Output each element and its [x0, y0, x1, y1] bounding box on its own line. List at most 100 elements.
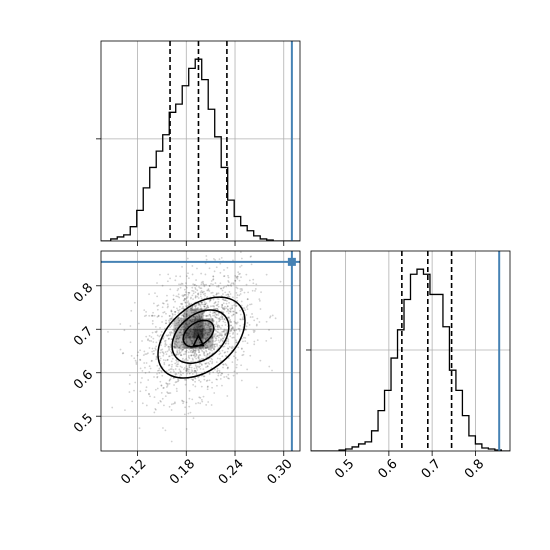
sample-point [172, 377, 175, 380]
sample-point [235, 363, 238, 366]
sample-point [230, 321, 232, 324]
sample-point [184, 285, 187, 288]
sample-point [168, 355, 170, 358]
sample-point [222, 340, 224, 343]
sample-point [192, 283, 195, 286]
sample-point [204, 329, 206, 332]
sample-point [209, 305, 212, 308]
sample-point [162, 351, 165, 354]
sample-point [223, 299, 225, 302]
sample-point [177, 360, 180, 363]
y-tick-label: 0.7 [71, 324, 96, 349]
sample-point [202, 348, 205, 351]
sample-point [242, 353, 245, 356]
sample-point [199, 303, 202, 306]
sample-point [170, 317, 173, 320]
sample-point [177, 312, 180, 314]
sample-point [206, 346, 209, 348]
grid [96, 41, 300, 241]
sample-point [224, 363, 227, 365]
sample-point [226, 305, 229, 308]
sample-point [179, 317, 182, 319]
sample-point [218, 345, 221, 347]
sample-point [167, 305, 169, 308]
sample-point [208, 331, 211, 334]
sample-point [209, 327, 211, 330]
sample-point [163, 361, 166, 364]
sample-point [221, 298, 224, 301]
sample-point [215, 339, 218, 342]
sample-point [201, 312, 204, 315]
sample-point [145, 314, 148, 317]
sample-point [206, 353, 209, 356]
sample-point [139, 359, 142, 361]
sample-point [176, 341, 179, 344]
sample-point [161, 321, 163, 323]
sample-point [235, 275, 238, 278]
sample-point [197, 355, 200, 357]
sample-point [124, 409, 126, 412]
sample-point [172, 328, 174, 331]
sample-point [224, 342, 227, 345]
sample-point [189, 339, 192, 342]
sample-point [239, 309, 241, 312]
sample-point [204, 303, 207, 306]
sample-point [179, 328, 182, 331]
sample-point [149, 367, 152, 370]
sample-point [191, 398, 194, 401]
sample-point [194, 369, 196, 372]
sample-point [197, 293, 200, 296]
sample-point [213, 347, 216, 350]
x-tick-label: 0.24 [216, 457, 247, 488]
sample-point [223, 275, 226, 277]
sample-point [246, 304, 249, 307]
sample-point [199, 361, 202, 364]
sample-point [210, 327, 213, 330]
sample-point [190, 307, 192, 310]
density-cell [203, 338, 214, 349]
sample-point [192, 354, 195, 357]
sample-point [180, 307, 183, 310]
sample-point [245, 314, 248, 316]
sample-point [173, 370, 175, 373]
sample-point [212, 294, 215, 297]
sample-point [182, 314, 185, 317]
sample-point [198, 303, 201, 306]
sample-point [143, 362, 146, 364]
sample-point [169, 343, 172, 346]
sample-point [168, 369, 170, 371]
sample-point [171, 318, 174, 321]
sample-point [228, 377, 230, 380]
sample-point [185, 313, 188, 316]
sample-point [216, 345, 219, 347]
sample-point [169, 277, 171, 280]
sample-point [231, 326, 234, 328]
sample-point [232, 313, 235, 316]
sample-point [203, 305, 206, 308]
sample-point [185, 379, 187, 381]
sample-point [253, 330, 256, 332]
sample-point [157, 304, 160, 307]
sample-point [212, 310, 215, 313]
sample-point [208, 348, 210, 351]
sample-point [239, 251, 242, 253]
sample-point [185, 369, 188, 372]
sample-point [206, 337, 209, 339]
sample-point [169, 333, 172, 335]
sample-point [235, 311, 238, 314]
sample-point [215, 292, 218, 295]
sample-point [227, 347, 230, 350]
sample-point [156, 315, 159, 318]
sample-point [213, 343, 216, 346]
sample-point [232, 374, 235, 377]
sample-point [197, 376, 200, 379]
sample-point [208, 290, 211, 292]
sample-point [209, 330, 212, 333]
sample-point [148, 314, 151, 317]
sample-point [217, 298, 220, 300]
sample-point [199, 305, 202, 308]
contour-line [182, 319, 215, 348]
sample-point [192, 350, 194, 353]
sample-point [209, 325, 211, 328]
grid [101, 251, 300, 451]
